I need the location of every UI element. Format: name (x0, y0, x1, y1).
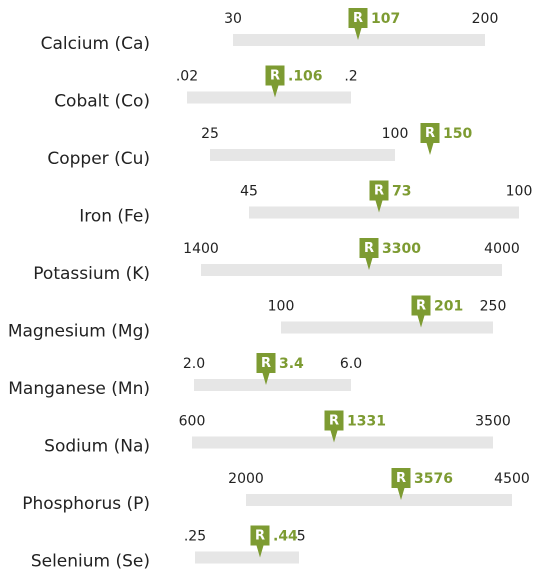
marker-letter: R (416, 299, 426, 314)
result-value: 3576 (414, 471, 453, 487)
element-name: Selenium (Se) (31, 552, 150, 569)
range-bar (210, 149, 395, 161)
range-high: 6.0 (340, 356, 362, 372)
range-high: 100 (382, 126, 409, 142)
marker-pin (359, 238, 379, 270)
marker-letter: R (270, 69, 280, 84)
marker-letter: R (261, 356, 271, 371)
marker-letter: R (329, 414, 339, 429)
element-name: Copper (Cu) (47, 149, 150, 169)
range-high: 4000 (484, 241, 520, 257)
result-value: 73 (392, 184, 411, 200)
range-low: 30 (224, 11, 242, 27)
marker-letter: R (364, 241, 374, 256)
range-bar (201, 264, 502, 276)
range-low: 25 (201, 126, 219, 142)
range-high: 3500 (475, 414, 511, 430)
element-name: Cobalt (Co) (54, 92, 150, 112)
marker-pin (420, 123, 440, 155)
element-name: Manganese (Mn) (8, 379, 150, 399)
range-bar (187, 91, 351, 104)
range-bar (281, 321, 493, 334)
range-low: 2000 (228, 471, 264, 487)
marker-pin (411, 295, 431, 328)
result-value: 3.4 (279, 356, 304, 372)
element-name: Potassium (K) (33, 264, 150, 284)
element-name: Calcium (Ca) (41, 34, 150, 54)
result-value: 3300 (382, 241, 421, 257)
marker-pin (369, 180, 389, 213)
marker-letter: R (396, 471, 406, 486)
range-bar (249, 206, 519, 219)
marker-letter: R (353, 11, 363, 26)
range-bar (192, 436, 493, 449)
range-high: 4500 (494, 471, 530, 487)
element-name: Phosphorus (P) (22, 494, 150, 514)
marker-pin (324, 410, 344, 443)
range-bar (195, 551, 299, 564)
marker-letter: R (255, 529, 265, 544)
range-low: 2.0 (183, 356, 205, 372)
marker-letter: R (374, 184, 384, 199)
result-value: 1331 (347, 414, 386, 430)
result-value: 150 (443, 126, 472, 142)
result-value: .44 (273, 529, 298, 545)
result-value: .106 (288, 69, 323, 85)
result-value: 107 (371, 11, 400, 27)
marker-pin (348, 8, 368, 40)
range-low: 600 (179, 414, 206, 430)
element-name: Iron (Fe) (79, 207, 150, 227)
range-low: 45 (240, 184, 258, 200)
element-name: Magnesium (Mg) (8, 322, 150, 342)
range-bar (246, 494, 512, 506)
range-bar (233, 34, 485, 46)
range-bar (194, 379, 351, 391)
range-low: 100 (268, 299, 295, 315)
marker-pin (265, 65, 285, 98)
range-high: 100 (506, 184, 533, 200)
result-value: 201 (434, 299, 463, 315)
range-low: 1400 (183, 241, 219, 257)
marker-pin (250, 525, 270, 558)
element-name: Sodium (Na) (44, 437, 150, 457)
marker-pin (256, 353, 276, 385)
range-high: .5 (292, 529, 305, 545)
range-high: 250 (480, 299, 507, 315)
marker-letter: R (425, 126, 435, 141)
range-high: 200 (472, 11, 499, 27)
range-low: .02 (176, 69, 198, 85)
range-low: .25 (184, 529, 206, 545)
marker-pin (391, 468, 411, 500)
range-high: .2 (344, 69, 357, 85)
